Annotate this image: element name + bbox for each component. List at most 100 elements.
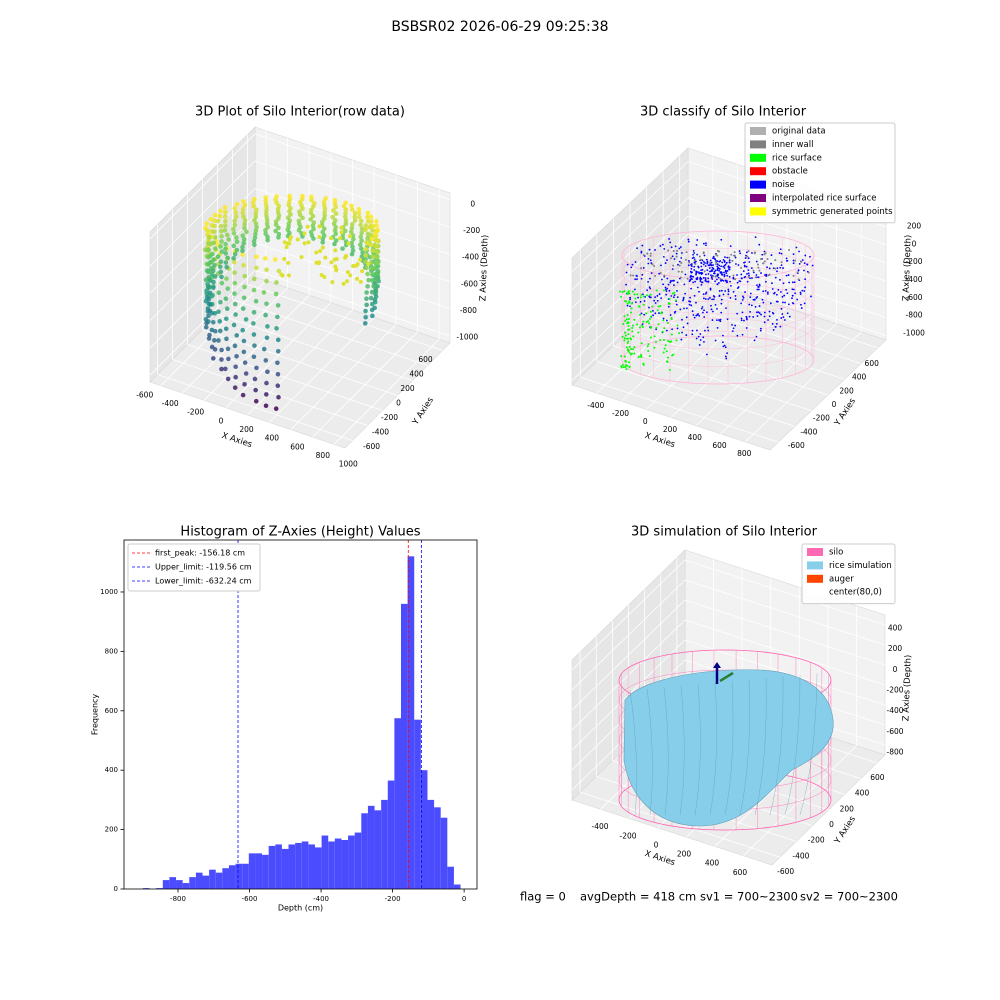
cloud-point bbox=[702, 261, 705, 263]
cloud-point bbox=[352, 218, 358, 223]
cloud-point bbox=[734, 324, 737, 327]
cloud-point bbox=[795, 246, 798, 249]
cloud-point bbox=[341, 281, 346, 286]
cloud-point bbox=[692, 250, 695, 252]
cloud-point bbox=[234, 235, 239, 240]
grid-line bbox=[684, 579, 886, 646]
cloud-point bbox=[345, 270, 350, 275]
cloud-point bbox=[705, 280, 708, 283]
x-tick-label: 600 bbox=[290, 442, 305, 451]
cloud-point bbox=[701, 281, 704, 284]
cloud-point bbox=[667, 305, 670, 308]
cloud-point bbox=[725, 272, 728, 275]
cloud-point bbox=[350, 244, 355, 250]
cloud-point bbox=[276, 216, 281, 221]
cloud-point bbox=[780, 252, 783, 255]
cloud-point bbox=[699, 278, 702, 281]
cloud-point bbox=[733, 251, 736, 254]
cloud-point bbox=[700, 307, 703, 310]
cloud-point bbox=[630, 266, 633, 269]
cloud-point bbox=[707, 273, 710, 275]
cloud-point bbox=[717, 266, 719, 269]
subplot-title: 3D Plot of Silo Interior(row data) bbox=[195, 105, 405, 120]
cloud-point bbox=[712, 257, 714, 260]
cloud-point bbox=[711, 310, 714, 313]
cloud-point bbox=[620, 366, 623, 369]
cloud-point bbox=[690, 263, 693, 265]
cloud-point bbox=[751, 252, 753, 254]
cloud-point bbox=[265, 324, 270, 329]
cloud-point bbox=[212, 218, 217, 223]
cloud-point bbox=[804, 278, 807, 281]
cloud-point bbox=[620, 355, 623, 358]
cloud-point bbox=[787, 303, 790, 306]
cloud-point bbox=[204, 221, 210, 226]
cloud-point bbox=[693, 265, 696, 268]
cloud-point bbox=[660, 264, 662, 267]
cloud-point bbox=[785, 288, 788, 291]
cloud-point bbox=[672, 264, 675, 267]
cloud-point bbox=[769, 302, 772, 305]
cloud-point bbox=[657, 323, 660, 326]
cloud-point bbox=[241, 199, 246, 204]
cloud-point bbox=[359, 230, 364, 236]
cloud-point bbox=[668, 340, 671, 343]
cloud-point bbox=[311, 236, 316, 241]
cloud-point bbox=[676, 327, 679, 330]
cloud-point bbox=[645, 320, 648, 323]
cloud-point bbox=[242, 360, 248, 365]
cloud-point bbox=[640, 312, 643, 315]
cloud-point bbox=[682, 296, 685, 299]
cloud-point bbox=[705, 353, 708, 356]
cloud-point bbox=[681, 252, 683, 254]
cloud-point bbox=[672, 296, 675, 299]
grid-line bbox=[571, 197, 689, 309]
cloud-point bbox=[650, 315, 653, 318]
cloud-point bbox=[265, 234, 270, 240]
cloud-point bbox=[368, 295, 374, 301]
cloud-point bbox=[720, 238, 723, 241]
cloud-point bbox=[716, 278, 718, 281]
cloud-point bbox=[742, 296, 745, 299]
cloud-point bbox=[706, 326, 709, 329]
cloud-point bbox=[225, 232, 230, 238]
surface-mesh bbox=[739, 679, 750, 816]
cloud-point bbox=[225, 286, 231, 291]
cloud-point bbox=[702, 276, 705, 279]
cloud-point bbox=[697, 271, 700, 274]
legend-label: Upper_limit: -119.56 cm bbox=[155, 563, 252, 572]
y-tick-label: 400 bbox=[409, 370, 424, 379]
rice-surface bbox=[623, 669, 834, 827]
cloud-point bbox=[626, 304, 629, 307]
cloud-point bbox=[726, 274, 729, 277]
cloud-point bbox=[726, 281, 728, 284]
cloud-point bbox=[647, 343, 650, 346]
cloud-point bbox=[374, 249, 379, 254]
cloud-point bbox=[365, 241, 370, 246]
cloud-point bbox=[786, 312, 789, 315]
cloud-point bbox=[320, 240, 326, 245]
cloud-point bbox=[213, 246, 218, 251]
cloud-point bbox=[252, 217, 257, 223]
cloud-point bbox=[660, 311, 663, 314]
cloud-point bbox=[680, 257, 683, 259]
y-tick-label: 400 bbox=[855, 789, 870, 798]
cloud-point bbox=[640, 342, 643, 345]
cloud-point bbox=[215, 218, 221, 224]
cloud-point bbox=[333, 248, 338, 253]
bar bbox=[354, 832, 362, 889]
cloud-point bbox=[321, 199, 327, 205]
cloud-point bbox=[273, 228, 278, 234]
cloud-point bbox=[752, 271, 755, 274]
x-tick-label: 0 bbox=[219, 416, 224, 425]
x-tick-label: 600 bbox=[733, 868, 748, 877]
cloud-point bbox=[694, 263, 697, 266]
cloud-point bbox=[629, 305, 631, 308]
cloud-point bbox=[206, 284, 212, 290]
cloud-point bbox=[693, 259, 696, 262]
cloud-point bbox=[788, 315, 791, 318]
cloud-point bbox=[262, 256, 268, 261]
bar bbox=[348, 835, 355, 889]
cloud-point bbox=[216, 309, 221, 315]
cloud-point bbox=[804, 286, 806, 289]
